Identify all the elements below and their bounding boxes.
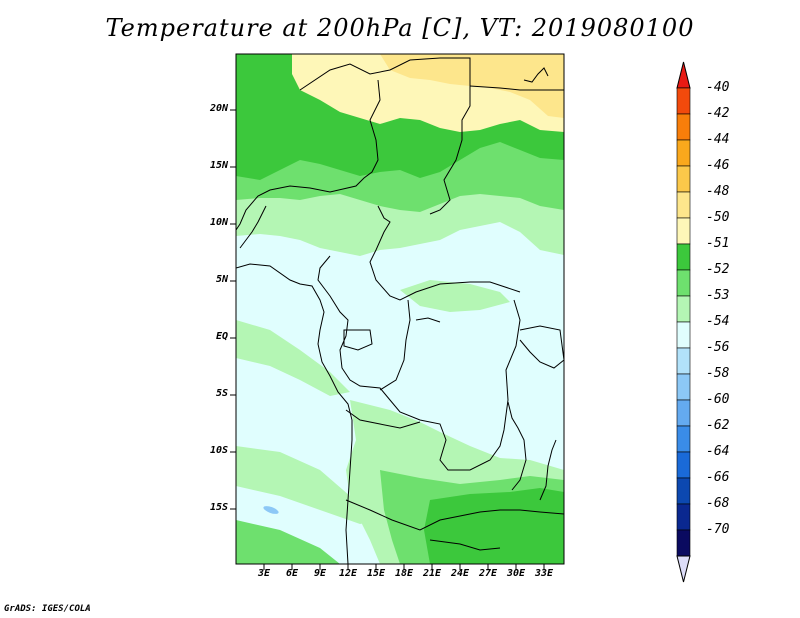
colorbar-label: -44 xyxy=(706,132,730,147)
colorbar-label: -42 xyxy=(706,106,730,121)
lat-label-eq: EQ xyxy=(215,331,228,342)
colorbar-cell xyxy=(676,347,691,375)
colorbar-label: -56 xyxy=(706,340,730,355)
lon-ticks xyxy=(263,564,545,570)
colorbar-label: -54 xyxy=(706,314,730,329)
lat-label-10n: 10N xyxy=(209,217,228,228)
colorbar-label: -66 xyxy=(706,470,730,485)
colorbar-label: -40 xyxy=(706,80,730,95)
colorbar-label: -50 xyxy=(706,210,730,225)
shade-51-to-52-south xyxy=(424,488,564,564)
colorbar-cell xyxy=(676,373,691,401)
credit-text: GrADS: IGES/COLA xyxy=(4,604,91,614)
lat-label-20n: 20N xyxy=(209,103,228,114)
map-frame xyxy=(235,53,565,565)
colorbar-cell xyxy=(676,425,691,453)
colorbar-label: -58 xyxy=(706,366,730,381)
colorbar-cell xyxy=(676,477,691,505)
colorbar-cell xyxy=(676,113,691,141)
lon-label-33e: 33E xyxy=(534,568,554,579)
colorbar-cell xyxy=(676,321,691,349)
colorbar-cell xyxy=(676,399,691,427)
colorbar-label: -70 xyxy=(706,522,730,537)
colorbar-label: -60 xyxy=(706,392,730,407)
lon-label-6e: 6E xyxy=(285,568,299,579)
colorbar-cell xyxy=(676,165,691,193)
colorbar-cell xyxy=(676,451,691,479)
colorbar-cell xyxy=(676,243,691,271)
colorbar-cell xyxy=(676,295,691,323)
lon-label-30e: 30E xyxy=(506,568,526,579)
colorbar-cell xyxy=(676,269,691,297)
colorbar-label: -46 xyxy=(706,158,730,173)
colorbar-cell xyxy=(676,191,691,219)
lon-label-15e: 15E xyxy=(366,568,386,579)
lon-label-18e: 18E xyxy=(394,568,414,579)
colorbar-cell xyxy=(676,139,691,167)
shade-52-to-53-southwest xyxy=(236,520,340,564)
colorbar-label: -64 xyxy=(706,444,730,459)
coastlines-borders xyxy=(236,57,564,564)
lat-label-5n: 5N xyxy=(215,274,228,285)
lat-label-10s: 10S xyxy=(209,445,228,456)
shade-56-to-58-patch xyxy=(263,506,279,514)
shade-53-to-54-southwest-2 xyxy=(236,446,380,524)
colorbar-cell xyxy=(676,503,691,531)
shade-53-to-54-southwest xyxy=(236,320,350,396)
lat-label-5s: 5S xyxy=(215,388,228,399)
colorbar-bottom-arrow xyxy=(676,555,691,583)
map-title: Temperature at 200hPa [C], VT: 201908010… xyxy=(105,14,695,42)
colorbar-cell xyxy=(676,217,691,245)
lat-label-15n: 15N xyxy=(209,160,228,171)
lon-label-12e: 12E xyxy=(338,568,358,579)
colorbar-cell xyxy=(676,87,691,115)
lon-label-27e: 27E xyxy=(478,568,498,579)
colorbar-label: -53 xyxy=(706,288,730,303)
lon-label-9e: 9E xyxy=(313,568,327,579)
colorbar-top-arrow xyxy=(676,61,691,89)
colorbar-label: -52 xyxy=(706,262,730,277)
lat-ticks xyxy=(230,109,236,510)
lon-label-24e: 24E xyxy=(450,568,470,579)
colorbar-label: -62 xyxy=(706,418,730,433)
colorbar-label: -68 xyxy=(706,496,730,511)
colorbar-label: -51 xyxy=(706,236,730,251)
colorbar-label: -48 xyxy=(706,184,730,199)
lon-label-21e: 21E xyxy=(422,568,442,579)
colorbar-cell xyxy=(676,529,691,557)
lon-label-3e: 3E xyxy=(257,568,271,579)
lat-label-15s: 15S xyxy=(209,502,228,513)
